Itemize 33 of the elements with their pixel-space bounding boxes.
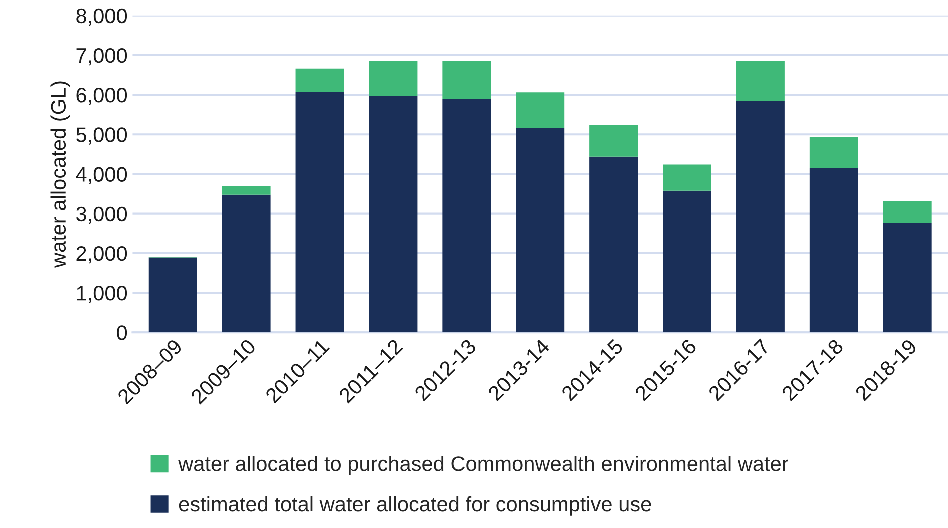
bar [810,168,858,333]
bar [663,190,712,333]
bar [590,126,638,157]
bar [736,101,785,333]
bar [442,60,492,100]
bar [296,68,344,92]
y-tick-label: 7,000 [76,48,128,66]
bar [736,60,785,102]
bar [883,222,932,333]
bar [222,186,271,195]
y-tick-label: 2,000 [76,246,128,264]
bar [296,92,344,333]
y-tick-label: 8,000 [76,8,128,26]
y-tick-label: 6,000 [76,88,128,106]
bar [516,92,565,128]
bar [222,194,271,333]
y-axis-title: water allocated (GL) [50,82,70,268]
bar [590,156,638,333]
y-tick-label: 5,000 [76,128,128,145]
bar [516,128,565,333]
legend-label: water allocated to purchased Commonwealth environmental water [178,456,788,476]
bar [663,164,712,191]
bar [369,96,418,333]
bar [442,99,492,333]
bar [883,201,932,223]
bar [810,137,858,168]
y-tick-label: 4,000 [76,167,128,184]
bar [369,61,418,96]
y-tick-label: 1,000 [77,286,128,304]
legend-label: estimated total water allocated for consumptive use [179,496,652,516]
bar [148,258,198,333]
y-tick-label: 3,000 [76,206,128,224]
y-tick-label: 0 [117,326,128,340]
